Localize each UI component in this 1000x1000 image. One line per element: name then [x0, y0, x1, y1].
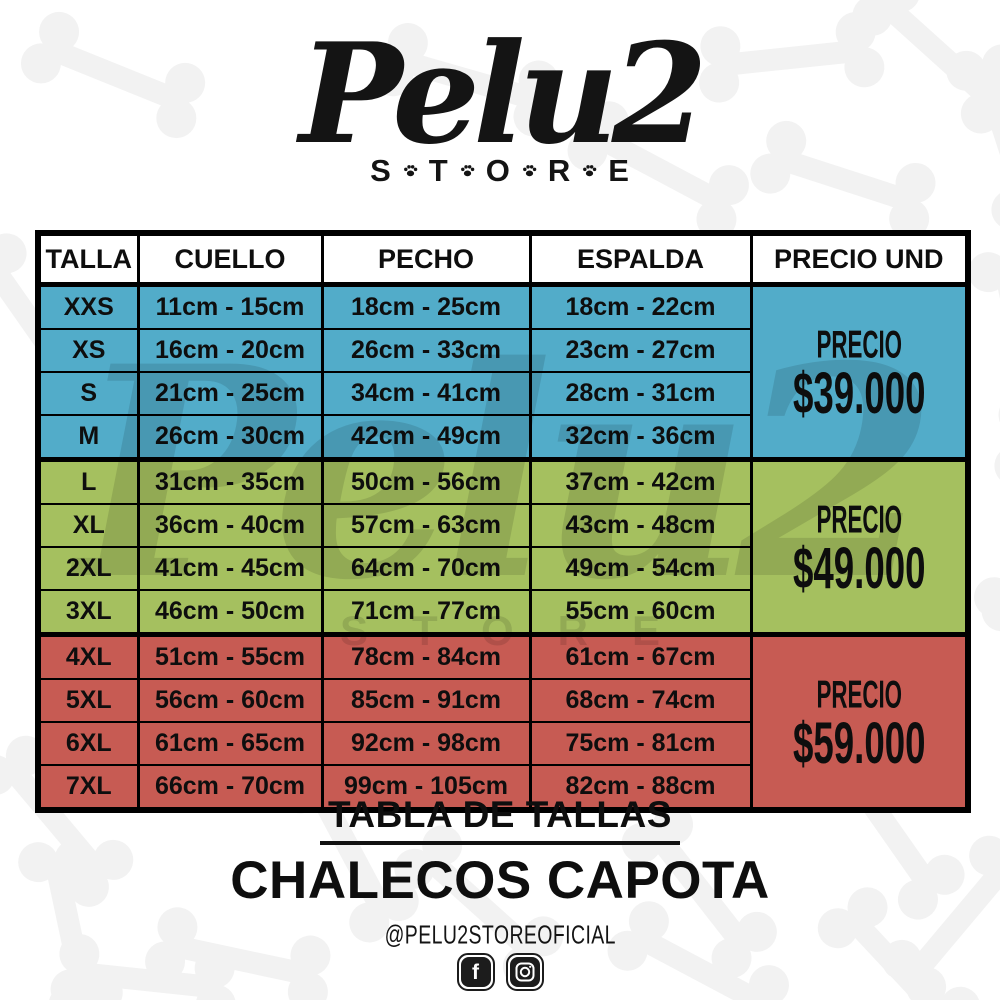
price-label: PRECIO: [815, 672, 902, 716]
pecho-cell: 42cm - 49cm: [320, 414, 532, 461]
table-row: 2XL 41cm - 45cm 64cm - 70cm 49cm - 54cm: [36, 546, 968, 591]
cuello-cell: 46cm - 50cm: [136, 589, 324, 636]
table-row: XXS 11cm - 15cm 18cm - 25cm 18cm - 22cm …: [36, 282, 970, 461]
espalda-cell: 32cm - 36cm: [528, 414, 753, 461]
price-value: $39.000: [792, 358, 926, 426]
pecho-cell: 99cm - 105cm: [320, 764, 532, 811]
cuello-cell: 66cm - 70cm: [136, 764, 324, 811]
pecho-cell: 85cm - 91cm: [320, 678, 532, 723]
espalda-cell: 61cm - 67cm: [528, 632, 753, 680]
cuello-cell: 16cm - 20cm: [136, 328, 324, 373]
size-cell: 5XL: [36, 678, 140, 723]
cuello-cell: 41cm - 45cm: [136, 546, 324, 591]
table-row: 3XL 46cm - 50cm 71cm - 77cm 55cm - 60cm: [36, 589, 968, 636]
table-row: 6XL 61cm - 65cm 92cm - 98cm 75cm - 81cm: [36, 721, 968, 766]
pecho-cell: 92cm - 98cm: [320, 721, 532, 766]
instagram-icon: [505, 953, 544, 991]
size-cell: 3XL: [36, 589, 140, 636]
size-cell: XL: [36, 503, 140, 548]
facebook-icon: f: [456, 953, 495, 991]
size-cell: M: [36, 414, 140, 461]
cuello-cell: 11cm - 15cm: [136, 282, 324, 330]
price-value: $59.000: [792, 708, 926, 776]
store-letter: S: [370, 152, 392, 188]
table-subtitle: TABLA DE TALLAS: [320, 794, 680, 845]
size-cell: 4XL: [36, 632, 140, 680]
cuello-cell: 51cm - 55cm: [136, 632, 324, 680]
espalda-cell: 82cm - 88cm: [528, 764, 753, 811]
size-table-wrap: TALLA CUELLO PECHO ESPALDA PRECIO UND XX…: [35, 230, 971, 813]
social-handle: @PELU2STOREOFICIAL: [384, 920, 616, 950]
espalda-cell: 18cm - 22cm: [528, 282, 753, 330]
brand-wordmark: Pelu2: [299, 12, 708, 175]
pecho-cell: 71cm - 77cm: [320, 589, 532, 636]
table-row: L 31cm - 35cm 50cm - 56cm 37cm - 42cm PR…: [36, 457, 970, 636]
table-row: 7XL 66cm - 70cm 99cm - 105cm 82cm - 88cm: [36, 764, 968, 811]
price-label: PRECIO: [815, 322, 902, 366]
espalda-cell: 55cm - 60cm: [528, 589, 753, 636]
table-row: XS 16cm - 20cm 26cm - 33cm 23cm - 27cm: [36, 328, 968, 373]
price-value: $49.000: [792, 533, 926, 601]
store-wordmark: S T O R E: [0, 153, 1000, 189]
cuello-cell: 56cm - 60cm: [136, 678, 324, 723]
paw-icon: [583, 165, 597, 177]
paw-icon: [460, 165, 474, 177]
size-cell: 2XL: [36, 546, 140, 591]
espalda-cell: 49cm - 54cm: [528, 546, 753, 591]
espalda-cell: 75cm - 81cm: [528, 721, 753, 766]
logo: Pelu2 S T O R E: [0, 12, 1000, 189]
price-label: PRECIO: [815, 497, 902, 541]
price-cell: PRECIO $39.000: [749, 282, 970, 461]
column-header-talla: TALLA: [36, 231, 140, 287]
paw-icon: [403, 165, 418, 177]
pecho-cell: 34cm - 41cm: [320, 371, 532, 416]
size-table: TALLA CUELLO PECHO ESPALDA PRECIO UND XX…: [35, 230, 971, 813]
table-row: XL 36cm - 40cm 57cm - 63cm 43cm - 48cm: [36, 503, 968, 548]
store-letter: E: [608, 152, 630, 188]
table-row: 4XL 51cm - 55cm 78cm - 84cm 61cm - 67cm …: [36, 632, 970, 811]
column-header-pecho: PECHO: [320, 231, 532, 287]
cuello-cell: 36cm - 40cm: [136, 503, 324, 548]
page-title: CHALECOS CAPOTA: [230, 851, 770, 910]
espalda-cell: 23cm - 27cm: [528, 328, 753, 373]
pecho-cell: 26cm - 33cm: [320, 328, 532, 373]
social-icons: f: [0, 953, 1000, 991]
espalda-cell: 28cm - 31cm: [528, 371, 753, 416]
size-cell: 7XL: [36, 764, 140, 811]
cuello-cell: 61cm - 65cm: [136, 721, 324, 766]
size-cell: L: [36, 457, 140, 505]
price-cell: PRECIO $59.000: [749, 632, 970, 811]
footer: @PELU2STOREOFICIAL f: [0, 920, 1000, 991]
price-cell: PRECIO $49.000: [749, 457, 970, 636]
pecho-cell: 78cm - 84cm: [320, 632, 532, 680]
espalda-cell: 68cm - 74cm: [528, 678, 753, 723]
pecho-cell: 18cm - 25cm: [320, 282, 532, 330]
table-row: M 26cm - 30cm 42cm - 49cm 32cm - 36cm: [36, 414, 968, 461]
pecho-cell: 50cm - 56cm: [320, 457, 532, 505]
size-cell: XXS: [36, 282, 140, 330]
titles: TABLA DE TALLAS CHALECOS CAPOTA: [0, 794, 1000, 911]
espalda-cell: 37cm - 42cm: [528, 457, 753, 505]
espalda-cell: 43cm - 48cm: [528, 503, 753, 548]
store-letter: R: [547, 152, 572, 188]
size-cell: 6XL: [36, 721, 140, 766]
store-letter: O: [485, 152, 511, 188]
cuello-cell: 21cm - 25cm: [136, 371, 324, 416]
paw-icon: [522, 165, 537, 177]
column-header-espalda: ESPALDA: [528, 231, 753, 287]
cuello-cell: 31cm - 35cm: [136, 457, 324, 505]
column-header-precio: PRECIO UND: [749, 231, 970, 287]
column-header-cuello: CUELLO: [136, 231, 324, 287]
store-letter: T: [428, 152, 449, 188]
pecho-cell: 57cm - 63cm: [320, 503, 532, 548]
table-row: S 21cm - 25cm 34cm - 41cm 28cm - 31cm: [36, 371, 968, 416]
size-cell: S: [36, 371, 140, 416]
cuello-cell: 26cm - 30cm: [136, 414, 324, 461]
pecho-cell: 64cm - 70cm: [320, 546, 532, 591]
table-row: 5XL 56cm - 60cm 85cm - 91cm 68cm - 74cm: [36, 678, 968, 723]
size-cell: XS: [36, 328, 140, 373]
header-row: TALLA CUELLO PECHO ESPALDA PRECIO UND: [36, 231, 970, 287]
